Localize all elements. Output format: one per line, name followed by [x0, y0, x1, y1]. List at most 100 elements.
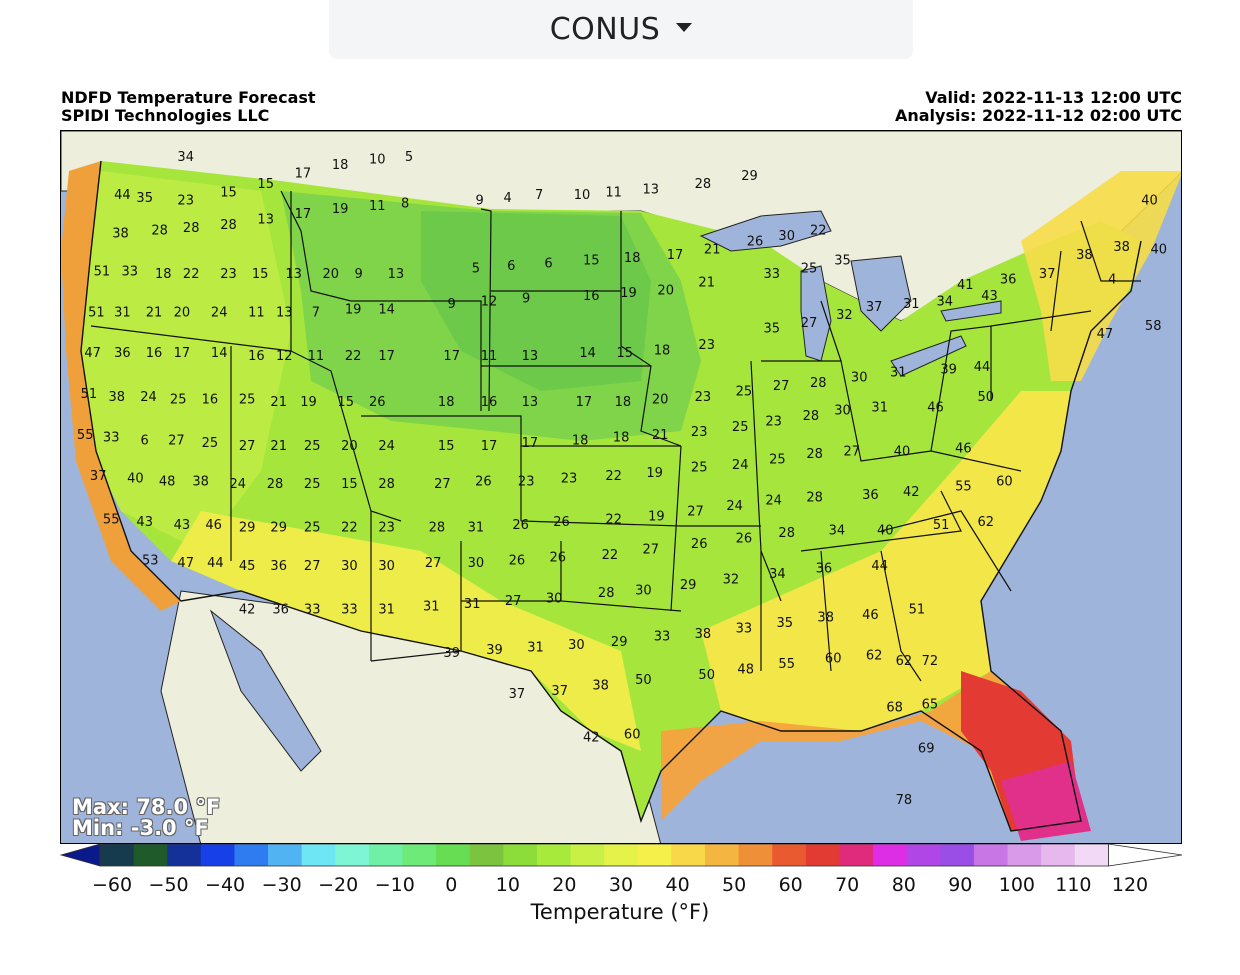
- station-temp-label: 27: [304, 559, 321, 574]
- colorbar-swatch: [536, 844, 572, 866]
- station-temp-label: 42: [239, 602, 256, 617]
- min-temp-label: Min: -3.0 °F: [72, 816, 209, 840]
- station-temp-label: 22: [341, 521, 358, 536]
- station-temp-label: 14: [211, 346, 228, 361]
- station-temp-label: 15: [257, 177, 274, 192]
- coldest-band: [421, 211, 651, 391]
- station-temp-label: 34: [769, 567, 786, 582]
- station-temp-label: 16: [146, 346, 163, 361]
- station-temp-label: 23: [378, 521, 395, 536]
- station-temp-label: 36: [862, 488, 879, 503]
- station-temp-label: 16: [248, 349, 265, 364]
- station-temp-label: 26: [512, 518, 529, 533]
- station-temp-label: 9: [476, 194, 484, 209]
- station-temp-label: 9: [522, 292, 530, 307]
- max-temp-label: Max: 78.0 °F: [72, 795, 221, 819]
- station-temp-label: 36: [272, 602, 289, 617]
- station-temp-label: 22: [183, 267, 200, 282]
- colorbar-tick-label: 50: [722, 874, 747, 896]
- region-selector-label: CONUS: [549, 12, 661, 47]
- station-temp-label: 25: [304, 521, 321, 536]
- station-temp-label: 23: [691, 425, 708, 440]
- colorbar-swatch: [503, 844, 538, 866]
- station-temp-label: 21: [698, 275, 715, 290]
- station-temp-label: 5: [405, 150, 413, 165]
- station-temp-label: 40: [877, 523, 894, 538]
- station-temp-label: 39: [443, 646, 460, 661]
- florida-magenta: [1001, 761, 1091, 841]
- station-temp-label: 23: [220, 267, 237, 282]
- station-temp-label: 9: [448, 297, 456, 312]
- colorbar-swatch: [268, 844, 303, 866]
- station-temp-label: 27: [844, 444, 861, 459]
- station-temp-label: 43: [136, 515, 153, 530]
- colorbar-tick-label: −50: [148, 874, 189, 896]
- station-temp-label: 31: [464, 597, 481, 612]
- station-temp-label: 27: [687, 504, 704, 519]
- colorbar-swatch: [200, 844, 236, 866]
- station-temp-label: 47: [1097, 327, 1114, 342]
- station-temp-label: 28: [810, 376, 827, 391]
- station-temp-label: 68: [886, 701, 903, 716]
- station-temp-label: 17: [295, 207, 312, 222]
- station-temp-label: 35: [834, 254, 851, 269]
- station-temp-label: 6: [507, 259, 515, 274]
- station-temp-label: 30: [778, 229, 795, 244]
- station-temp-label: 28: [778, 526, 795, 541]
- station-temp-label: 15: [337, 395, 354, 410]
- colorbar-tick-label: 120: [1111, 874, 1149, 896]
- station-temp-label: 27: [168, 433, 185, 448]
- station-temp-label: 35: [777, 616, 794, 631]
- map-title: NDFD Temperature Forecast: [61, 88, 316, 107]
- station-temp-label: 37: [551, 684, 568, 699]
- colorbar-tick-label: 100: [998, 874, 1036, 896]
- station-temp-label: 36: [270, 559, 287, 574]
- station-temp-label: 13: [388, 267, 405, 282]
- station-temp-label: 13: [522, 395, 539, 410]
- station-temp-label: 28: [695, 177, 712, 192]
- station-temp-label: 62: [866, 649, 883, 664]
- station-temp-label: 25: [304, 439, 321, 454]
- station-temp-label: 33: [654, 630, 671, 645]
- west-band: [71, 171, 291, 551]
- station-temp-label: 26: [553, 515, 570, 530]
- station-temp-label: 50: [698, 668, 715, 683]
- station-temp-label: 38: [112, 226, 129, 241]
- station-temp-label: 28: [378, 477, 395, 492]
- coastline: [80, 160, 1142, 832]
- station-temp-label: 47: [177, 556, 194, 571]
- station-temp-label: 25: [732, 420, 749, 435]
- station-temp-label: 23: [698, 338, 715, 353]
- colorbar-title: Temperature (°F): [530, 900, 710, 924]
- station-temp-label: 15: [220, 185, 237, 200]
- station-temp-label: 33: [103, 431, 120, 446]
- station-temp-label: 51: [88, 305, 105, 320]
- station-temp-label: 31: [468, 521, 485, 536]
- station-temp-label: 28: [598, 586, 615, 601]
- station-temp-label: 18: [438, 395, 455, 410]
- station-temp-label: 51: [933, 518, 950, 533]
- station-temp-label: 27: [801, 316, 818, 331]
- colorbar-tick-label: 20: [552, 874, 577, 896]
- station-temp-label: 28: [220, 218, 237, 233]
- colorbar-swatch: [772, 844, 807, 866]
- station-temp-label: 19: [646, 466, 663, 481]
- station-temp-label: 31: [903, 297, 920, 312]
- station-temp-label: 25: [691, 461, 708, 476]
- station-temp-label: 12: [276, 349, 293, 364]
- station-temp-label: 46: [205, 518, 222, 533]
- station-temp-label: 24: [378, 439, 395, 454]
- station-temp-label: 39: [940, 363, 957, 378]
- station-temp-label: 30: [568, 638, 585, 653]
- colorbar-swatch: [469, 844, 504, 866]
- station-temp-label: 18: [613, 431, 630, 446]
- time-info-block: Valid: 2022-11-13 12:00 UTC Analysis: 20…: [895, 89, 1182, 125]
- colorbar-swatch: [705, 844, 740, 866]
- station-temp-label: 55: [778, 657, 795, 672]
- station-temp-label: 31: [378, 602, 395, 617]
- station-temp-label: 18: [155, 267, 172, 282]
- station-temp-label: 24: [726, 499, 743, 514]
- station-temp-label: 11: [605, 185, 622, 200]
- region-dropdown[interactable]: CONUS: [329, 0, 913, 59]
- station-temp-label: 13: [285, 267, 302, 282]
